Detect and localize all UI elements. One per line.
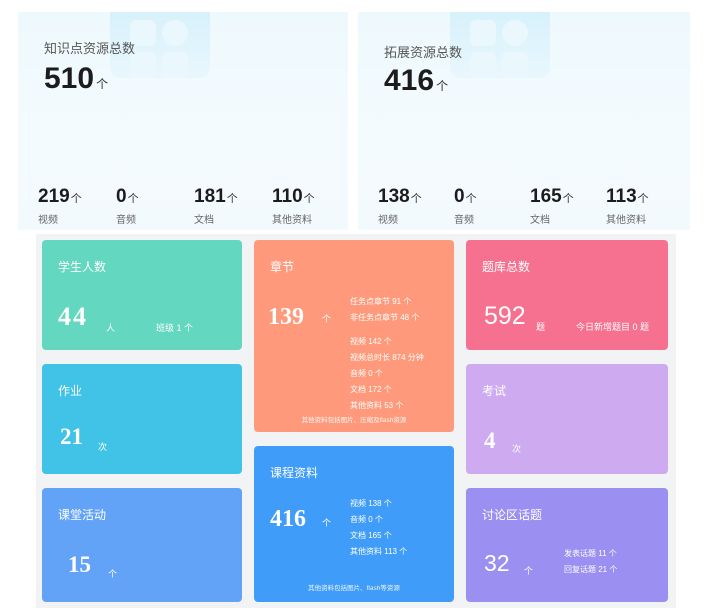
class-count: 班级 1 个 (156, 323, 194, 333)
card-decoration-icon (450, 12, 550, 78)
discussion-title: 讨论区话题 (482, 508, 543, 522)
chapter-other-count: 其他资料 53 个 (350, 401, 404, 410)
knowledge-total: 510 个 (44, 62, 109, 95)
students-title: 学生人数 (58, 260, 107, 274)
homework-title: 作业 (58, 384, 83, 398)
discussion-card[interactable]: 讨论区话题 32 个 发表话题 11 个 回复话题 21 个 (466, 488, 668, 602)
discussion-breakdown: 发表话题 11 个 回复话题 21 个 (564, 546, 617, 578)
students-unit: 人 (106, 323, 116, 333)
knowledge-resource-card: 知识点资源总数 510 个 219个 视频 0个 音频 181个 文档 110个 … (18, 12, 348, 230)
chapter-video-count: 视频 142 个 (350, 337, 392, 346)
chapter-unit: 个 (322, 314, 332, 324)
question-bank-card[interactable]: 题库总数 592 题 今日新增题目 0 题 (466, 240, 668, 350)
knowledge-video-stat: 219个 视频 (38, 186, 82, 226)
extended-document-stat: 165个 文档 (530, 186, 574, 226)
knowledge-audio-stat: 0个 音频 (116, 186, 139, 226)
chapter-card[interactable]: 章节 139 个 任务点章节 91 个 非任务点章节 48 个 视频 142 个… (254, 240, 454, 432)
knowledge-document-stat: 181个 文档 (194, 186, 238, 226)
class-activity-count: 15 (68, 552, 91, 577)
course-document-count: 文档 165 个 (350, 531, 392, 540)
course-materials-note: 其他资料包括图片、flash等资源 (308, 585, 400, 592)
homework-card[interactable]: 作业 21 次 (42, 364, 242, 474)
students-card[interactable]: 学生人数 44 人 班级 1 个 (42, 240, 242, 350)
chapter-title: 章节 (270, 260, 295, 274)
course-materials-count: 416 (270, 506, 306, 532)
course-other-count: 其他资料 113 个 (350, 547, 408, 556)
today-new-questions: 今日新增题目 0 题 (576, 322, 650, 332)
task-chapter-count: 任务点章节 91 个 (350, 297, 412, 306)
course-materials-title: 课程资料 (270, 466, 319, 480)
discussion-count: 32 (484, 550, 510, 576)
chapter-note: 其他资料包括图片、压缩及flash资源 (301, 417, 407, 424)
course-audio-count: 音频 0 个 (350, 515, 383, 524)
card-decoration-icon (110, 12, 210, 78)
question-bank-title: 题库总数 (482, 260, 531, 274)
exam-title: 考试 (482, 384, 507, 398)
knowledge-other-stat: 110个 其他资料 (272, 186, 315, 226)
course-materials-unit: 个 (322, 518, 332, 528)
extended-resource-card: 拓展资源总数 416 个 138个 视频 0个 音频 165个 文档 113个 其… (358, 12, 690, 230)
homework-unit: 次 (98, 442, 108, 452)
chapter-count: 139 (268, 304, 304, 330)
chapter-video-duration: 视频总时长 874 分钟 (350, 353, 424, 362)
class-activity-title: 课堂活动 (58, 508, 107, 522)
extended-other-stat: 113个 其他资料 (606, 186, 649, 226)
posted-topics-count: 发表话题 11 个 (564, 549, 617, 558)
course-materials-breakdown: 视频 138 个 音频 0 个 文档 165 个 其他资料 113 个 (350, 496, 407, 560)
extended-title: 拓展资源总数 (384, 45, 463, 60)
extended-total: 416 个 (384, 64, 449, 97)
course-materials-card[interactable]: 课程资料 416 个 视频 138 个 音频 0 个 文档 165 个 其他资料… (254, 446, 454, 602)
reply-topics-count: 回复话题 21 个 (564, 565, 618, 574)
exam-card[interactable]: 考试 4 次 (466, 364, 668, 474)
chapter-audio-count: 音频 0 个 (350, 369, 383, 378)
course-statistics-panel: 学生人数 44 人 班级 1 个 作业 21 次 课堂活动 15 个 章节 13… (36, 234, 676, 608)
exam-unit: 次 (512, 444, 522, 454)
students-count: 44 (58, 302, 88, 331)
course-video-count: 视频 138 个 (350, 499, 392, 508)
question-bank-unit: 题 (536, 322, 546, 332)
exam-count: 4 (484, 428, 496, 453)
discussion-unit: 个 (524, 566, 534, 576)
question-bank-count: 592 (484, 302, 526, 330)
class-activity-card[interactable]: 课堂活动 15 个 (42, 488, 242, 602)
extended-audio-stat: 0个 音频 (454, 186, 477, 226)
extended-video-stat: 138个 视频 (378, 186, 422, 226)
chapter-document-count: 文档 172 个 (350, 385, 392, 394)
chapter-resource-breakdown: 视频 142 个 视频总时长 874 分钟 音频 0 个 文档 172 个 其他… (350, 334, 424, 414)
knowledge-title: 知识点资源总数 (44, 41, 136, 56)
chapter-task-breakdown: 任务点章节 91 个 非任务点章节 48 个 (350, 294, 419, 326)
class-activity-unit: 个 (108, 569, 118, 579)
homework-count: 21 (60, 424, 83, 449)
non-task-chapter-count: 非任务点章节 48 个 (350, 313, 420, 322)
